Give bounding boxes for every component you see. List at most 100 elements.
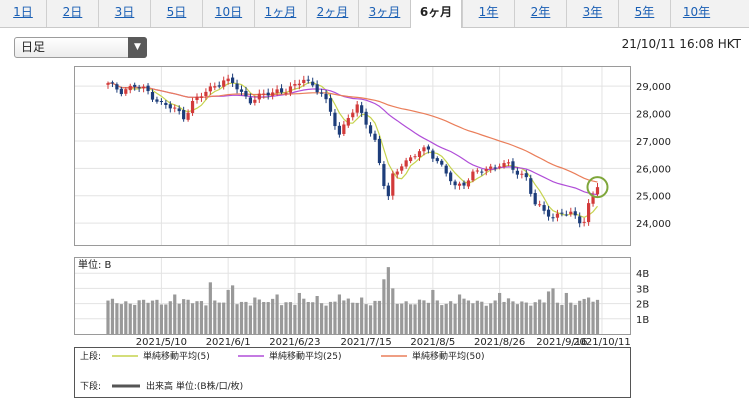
candle-body xyxy=(382,164,386,186)
volume-bar xyxy=(484,305,488,334)
candle-body xyxy=(315,84,319,93)
price-tick-label: 29,000 xyxy=(636,82,671,93)
candle-body xyxy=(119,88,123,95)
ma-line-5 xyxy=(108,82,598,219)
legend-volume-label: 出来高 単位:(B株/口/枚) xyxy=(146,380,243,392)
candle-body xyxy=(431,150,435,159)
candle-body xyxy=(578,216,582,224)
candle-body xyxy=(368,125,373,134)
candle-body xyxy=(453,181,457,186)
volume-bar xyxy=(342,300,346,334)
volume-bar xyxy=(110,298,115,334)
volume-bar xyxy=(146,302,150,334)
volume-tick-label: 3B xyxy=(636,284,649,295)
candle-body xyxy=(417,151,422,158)
candle-body xyxy=(342,124,346,134)
candle-body xyxy=(150,91,155,100)
latest-price-highlight xyxy=(586,176,609,199)
tab-1日[interactable]: 1日 xyxy=(13,5,33,19)
volume-bar xyxy=(395,303,399,334)
volume-bar xyxy=(368,305,373,334)
volume-bar xyxy=(578,300,582,334)
volume-bar xyxy=(293,304,297,334)
volume-bar xyxy=(346,298,350,334)
ma-line-50 xyxy=(108,82,598,183)
tab-5年[interactable]: 5年 xyxy=(618,0,670,27)
tab-1年[interactable]: 1年 xyxy=(462,0,514,27)
volume-bar xyxy=(409,304,413,334)
tab-6ヶ月[interactable]: 6ヶ月 xyxy=(410,0,462,28)
period-tabs: 1日 2日 3日 5日 10日 1ヶ月 2ヶ月 3ヶ月 6ヶ月 1年 2年 3年 5年 10年 xyxy=(0,0,749,28)
candle-body xyxy=(573,211,577,216)
price-tick-label: 25,000 xyxy=(636,192,671,203)
volume-bar xyxy=(582,298,586,334)
volume-bar xyxy=(382,279,386,334)
volume-bar xyxy=(520,301,524,334)
volume-tick-label: 2B xyxy=(636,300,649,311)
tab-10年[interactable]: 10年 xyxy=(670,0,722,27)
tab-2ヶ月[interactable]: 2ヶ月 xyxy=(306,0,358,27)
tab-1ヶ月[interactable]: 1ヶ月 xyxy=(254,0,306,27)
volume-bar xyxy=(275,294,279,334)
volume-bar xyxy=(422,300,426,334)
volume-bar xyxy=(564,292,568,334)
volume-bar xyxy=(533,302,537,334)
candle-body xyxy=(293,84,297,86)
volume-bar xyxy=(133,304,137,334)
candle-body xyxy=(302,79,306,84)
volume-bar xyxy=(226,289,230,334)
tab-3年[interactable]: 3年 xyxy=(566,0,618,27)
legend-ma-label: 単純移動平均(5) xyxy=(143,350,210,362)
volume-bar xyxy=(360,297,364,334)
volume-bar xyxy=(306,301,310,334)
candle-body xyxy=(426,146,430,150)
candle-body xyxy=(262,93,266,95)
volume-bar xyxy=(426,302,430,334)
volume-bar xyxy=(284,302,288,334)
volume-bar xyxy=(253,297,257,334)
candle-body xyxy=(538,204,542,206)
candle-body xyxy=(195,96,199,100)
candle-body xyxy=(159,101,163,103)
volume-bar xyxy=(435,300,439,334)
candle-body xyxy=(110,82,115,84)
candle-body xyxy=(587,203,591,223)
candle-body xyxy=(564,214,568,216)
candle-body xyxy=(471,171,475,181)
tab-10日[interactable]: 10日 xyxy=(202,0,254,27)
candle-body xyxy=(204,91,208,96)
legend-lower-label: 下段: xyxy=(80,380,101,392)
volume-bar xyxy=(591,301,595,334)
candle-body xyxy=(306,79,310,81)
candle-body xyxy=(297,83,301,86)
volume-bar xyxy=(324,305,328,334)
volume-bar xyxy=(377,300,382,334)
volume-bar xyxy=(311,302,315,334)
volume-bar xyxy=(529,305,533,334)
volume-bar xyxy=(440,305,444,334)
volume-bar xyxy=(235,304,239,334)
candle-body xyxy=(386,185,390,197)
candle-body xyxy=(142,86,146,89)
tab-2年[interactable]: 2年 xyxy=(514,0,566,27)
candle-body xyxy=(480,171,484,173)
volume-bar xyxy=(506,298,511,334)
candle-body xyxy=(333,112,337,127)
volume-bar xyxy=(128,303,132,334)
volume-bar xyxy=(555,302,560,334)
tab-3ヶ月[interactable]: 3ヶ月 xyxy=(358,0,410,27)
volume-bar xyxy=(573,304,577,334)
candle-body xyxy=(164,102,168,105)
candle-body xyxy=(346,118,350,126)
candle-body xyxy=(271,92,275,96)
tab-5日[interactable]: 5日 xyxy=(150,0,202,27)
volume-bar xyxy=(279,305,284,334)
chart-type-select[interactable]: 日足 ▼ xyxy=(14,37,147,58)
candle-body xyxy=(257,93,261,100)
candle-body xyxy=(444,165,448,174)
candle-body xyxy=(320,92,324,94)
tab-2日[interactable]: 2日 xyxy=(46,0,98,27)
volume-bar xyxy=(302,298,306,334)
tab-3日[interactable]: 3日 xyxy=(98,0,150,27)
candle-body xyxy=(400,166,404,171)
